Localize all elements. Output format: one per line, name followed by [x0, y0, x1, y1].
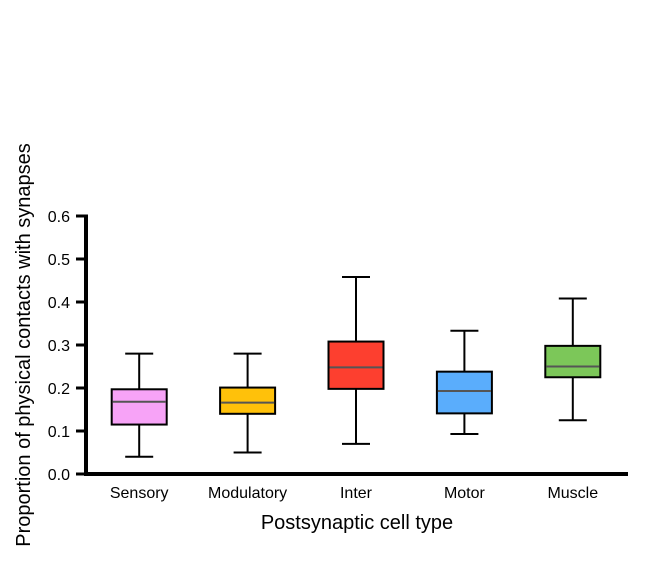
y-tick-label: 0.6 — [48, 209, 70, 226]
x-tick-label-motor: Motor — [444, 485, 486, 502]
box-modulatory — [219, 386, 277, 415]
labels: 0.0 0.1 0.2 0.3 0.4 0.5 0.6 Sensory Modulatory In… — [48, 209, 598, 502]
y-tick-label: 0.3 — [48, 338, 70, 355]
x-tick-label-modulatory: Modulatory — [208, 485, 287, 502]
x-axis-title: Postsynaptic cell type — [261, 512, 453, 534]
y-tick-label: 0.5 — [48, 252, 70, 269]
boxes — [110, 276, 602, 458]
axes — [76, 214, 628, 476]
y-tick-label: 0.4 — [48, 295, 70, 312]
y-tick-label: 0.0 — [48, 467, 70, 484]
box-muscle — [544, 344, 602, 379]
x-tick-label-sensory: Sensory — [110, 485, 169, 502]
box-sensory — [110, 388, 168, 426]
y-tick-label: 0.2 — [48, 381, 70, 398]
x-tick-label-muscle: Muscle — [547, 485, 598, 502]
y-axis-title: Proportion of physical contacts with syn… — [13, 143, 35, 547]
box-motor — [435, 370, 493, 415]
x-tick-label-inter: Inter — [340, 485, 373, 502]
box-inter — [327, 340, 385, 390]
y-tick-label: 0.1 — [48, 424, 70, 441]
